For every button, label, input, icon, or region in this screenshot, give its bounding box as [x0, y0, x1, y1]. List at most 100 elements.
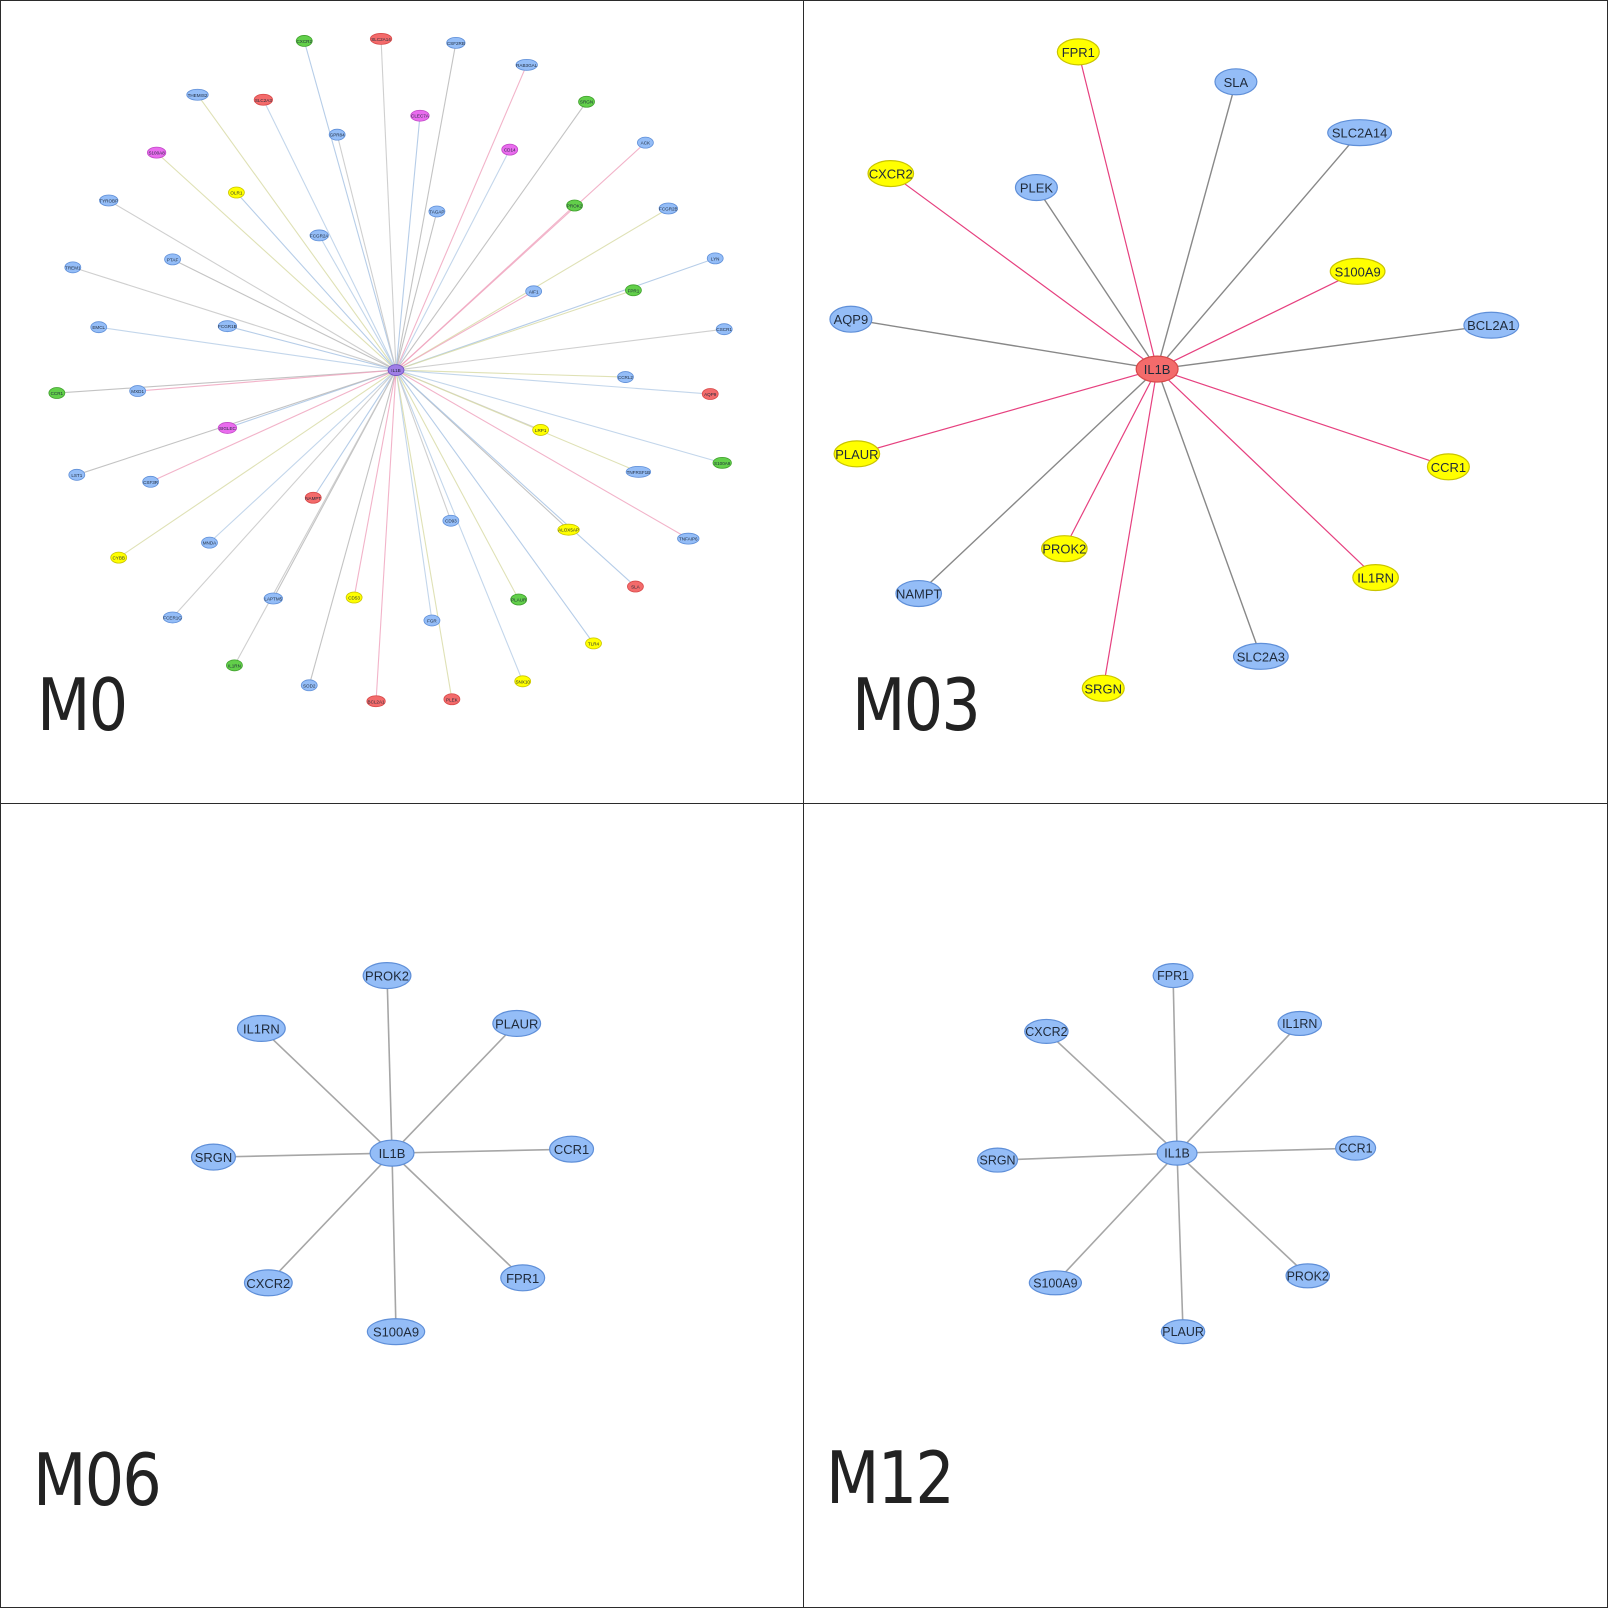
gene-node-m12-s100a9[interactable]: S100A9 [1028, 1270, 1082, 1296]
gene-node-m03-nampt[interactable]: NAMPT [895, 579, 943, 608]
gene-node-m03-slc2a3[interactable]: SLC2A3 [1232, 642, 1289, 670]
gene-node-m0-siglec[interactable]: SIGLEC [217, 422, 238, 434]
gene-node-m06-s100a9[interactable]: S100A9 [366, 1318, 426, 1346]
gene-node-m0-snx10[interactable]: SNX10 [514, 675, 532, 688]
gene-node-m03-s100a9[interactable]: S100A9 [1329, 257, 1386, 285]
gene-node-m0-slc2a3[interactable]: SLC2A3 [253, 93, 273, 106]
gene-node-m0-trem1[interactable]: TREM1 [64, 261, 82, 274]
gene-node-m0-clec7a[interactable]: CLEC7A [410, 109, 430, 122]
gene-node-m0-cscr1[interactable]: CSCR1 [715, 323, 733, 336]
node-label: FGR [427, 618, 437, 623]
gene-node-m12-srgn[interactable]: SRGN [976, 1147, 1019, 1173]
gene-node-m0-il1rn[interactable]: IL1RN [226, 659, 243, 672]
gene-node-m0-aqp9[interactable]: AQP9 [701, 388, 719, 400]
gene-node-m0-lyn[interactable]: LYN [706, 252, 724, 265]
gene-node-m0-fcgr2a[interactable]: FCGR2A [309, 229, 330, 242]
gene-node-m12-plaur[interactable]: PLAUR [1160, 1319, 1206, 1345]
gene-node-m0-tnfaip6[interactable]: TNFAIP6 [677, 532, 700, 545]
edge-m0-plek [395, 369, 453, 700]
gene-node-m0-tlr4[interactable]: TLR4 [585, 637, 602, 650]
gene-node-m03-il1rn[interactable]: IL1RN [1352, 563, 1399, 592]
gene-node-m0-mxd1[interactable]: MXD1 [129, 385, 147, 397]
gene-node-m0-fcer1g[interactable]: FCER1G [162, 611, 182, 624]
gene-node-m0-fgr[interactable]: FGR [423, 614, 441, 627]
gene-node-m03-plaur[interactable]: PLAUR [833, 440, 881, 468]
edge-m0-tnfrsf1b [395, 369, 639, 473]
gene-node-m0-plek[interactable]: PLEK [443, 693, 461, 706]
gene-node-m0-lst1[interactable]: LST1 [68, 468, 86, 481]
gene-node-m0-sla[interactable]: SLA [627, 580, 644, 593]
gene-node-m0-plaur[interactable]: PLAUR [510, 593, 528, 606]
gene-node-m0-ccrl2[interactable]: CCRL2 [617, 371, 634, 383]
gene-node-m03-bcl2a1[interactable]: BCL2A1 [1463, 311, 1520, 339]
gene-node-m12-il1rn[interactable]: IL1RN [1277, 1010, 1323, 1037]
node-label: CXCR2 [1025, 1025, 1067, 1039]
gene-node-m12-prok2[interactable]: PROK2 [1285, 1263, 1331, 1289]
panel-m12: FPR1 CXCR2 IL1RN SRGN CCR1 S100A9 PROK2 PLAUR IL… [803, 803, 1608, 1608]
hub-node-m0-il1b[interactable]: IL1B [387, 364, 405, 376]
hub-node-m06-il1b[interactable]: IL1B [369, 1139, 415, 1167]
gene-node-m0-csf2rb[interactable]: CSF2RB [446, 37, 466, 49]
gene-node-m03-plek[interactable]: PLEK [1014, 173, 1058, 202]
gene-node-m0-tagap[interactable]: TAGAP [428, 205, 446, 218]
gene-node-m0-s100a8[interactable]: S100A8 [147, 146, 167, 159]
gene-node-m06-ccr1[interactable]: CCR1 [549, 1135, 595, 1163]
gene-node-m03-srgn[interactable]: SRGN [1081, 674, 1125, 702]
gene-node-m03-ccr1[interactable]: CCR1 [1426, 453, 1470, 481]
edge-m0-tyrobp [108, 200, 397, 371]
gene-node-m0-prok2[interactable]: PROK2 [566, 199, 583, 212]
gene-node-m03-prok2[interactable]: PROK2 [1040, 535, 1088, 563]
gene-node-m0-laptm5[interactable]: LAPTM5 [263, 592, 283, 605]
gene-node-m03-aqp9[interactable]: AQP9 [829, 305, 873, 333]
gene-node-m06-prok2[interactable]: PROK2 [362, 962, 412, 990]
gene-node-m12-fpr1[interactable]: FPR1 [1152, 963, 1194, 989]
gene-node-m0-srgn[interactable]: SRGN [578, 95, 595, 108]
gene-node-m12-cxcr2[interactable]: CXCR2 [1024, 1018, 1069, 1045]
gene-node-m0-s100a9[interactable]: S100A9 [712, 456, 732, 469]
panel-label-m12: M12 [826, 1436, 955, 1520]
gene-node-m0-olr1[interactable]: OLR1 [228, 186, 245, 199]
gene-node-m0-cd14[interactable]: CD14 [501, 143, 519, 156]
edge-m03-cxcr2 [890, 173, 1158, 370]
gene-node-m0-lrp1[interactable]: LRP1 [532, 424, 550, 436]
gene-node-m06-cxcr2[interactable]: CXCR2 [243, 1269, 293, 1297]
gene-node-m0-csf3r[interactable]: CSF3R [142, 475, 160, 488]
gene-node-m0-emcl[interactable]: EMCL [90, 321, 108, 334]
gene-node-m0-cd93[interactable]: CD93 [442, 514, 460, 527]
gene-node-m0-mnda[interactable]: MNDA [201, 536, 218, 549]
gene-node-m0-sod2[interactable]: SOD2 [300, 679, 318, 692]
gene-node-m0-fcgr2b[interactable]: FCGR2B [658, 202, 678, 215]
gene-node-m06-plaur[interactable]: PLAUR [492, 1009, 542, 1038]
hub-node-m12-il1b[interactable]: IL1B [1156, 1140, 1198, 1166]
gene-node-m0-ccr1[interactable]: CCR1 [48, 387, 66, 399]
gene-node-m0-fpr1[interactable]: FPR1 [625, 284, 642, 297]
gene-node-m0-tnfrsf1b[interactable]: TNFRSF1B [625, 465, 652, 478]
gene-node-m06-srgn[interactable]: SRGN [190, 1143, 237, 1171]
gene-node-m0-tyrobp[interactable]: TYROBP [99, 194, 119, 207]
gene-node-m0-ptaf[interactable]: PTAF [164, 253, 181, 266]
gene-node-m0-themis2[interactable]: THEMIS2 [186, 88, 209, 101]
hub-node-m03-il1b[interactable]: IL1B [1135, 355, 1179, 383]
gene-node-m12-ccr1[interactable]: CCR1 [1335, 1135, 1377, 1161]
gene-node-m0-rab3gal[interactable]: RAB3GAL [515, 58, 538, 71]
gene-node-m0-bcl2a1[interactable]: BCL2A1 [366, 695, 386, 708]
edge-m0-prok2 [395, 205, 575, 371]
gene-node-m0-cybb[interactable]: CYBB [110, 551, 128, 564]
gene-node-m03-fpr1[interactable]: FPR1 [1056, 38, 1100, 66]
node-ellipse [1352, 563, 1399, 592]
node-ellipse [142, 475, 160, 488]
gene-node-m0-cd53[interactable]: CD53 [345, 591, 363, 604]
gene-node-m03-sla[interactable]: SLA [1214, 68, 1258, 96]
gene-node-m03-slc2a14[interactable]: SLC2A14 [1327, 119, 1393, 147]
gene-node-m0-aif1[interactable]: AIF1 [525, 285, 543, 298]
gene-node-m03-cxcr2[interactable]: CXCR2 [867, 160, 915, 188]
gene-node-m0-fcgr1b[interactable]: FCGR1B [217, 320, 238, 333]
gene-node-m0-gpr84[interactable]: GPR84 [328, 128, 346, 141]
gene-node-m0-cxcr2[interactable]: CXCR2 [295, 35, 313, 47]
gene-node-m06-fpr1[interactable]: FPR1 [500, 1264, 546, 1292]
gene-node-m0-ack[interactable]: ACK [637, 136, 654, 149]
gene-node-m06-il1rn[interactable]: IL1RN [236, 1014, 286, 1043]
gene-node-m0-alox5ap[interactable]: ALOX5AP [557, 523, 580, 536]
gene-node-m0-slc2a14[interactable]: SLC2A14 [369, 33, 393, 45]
gene-node-m0-nampt[interactable]: NAMPT [304, 491, 322, 504]
